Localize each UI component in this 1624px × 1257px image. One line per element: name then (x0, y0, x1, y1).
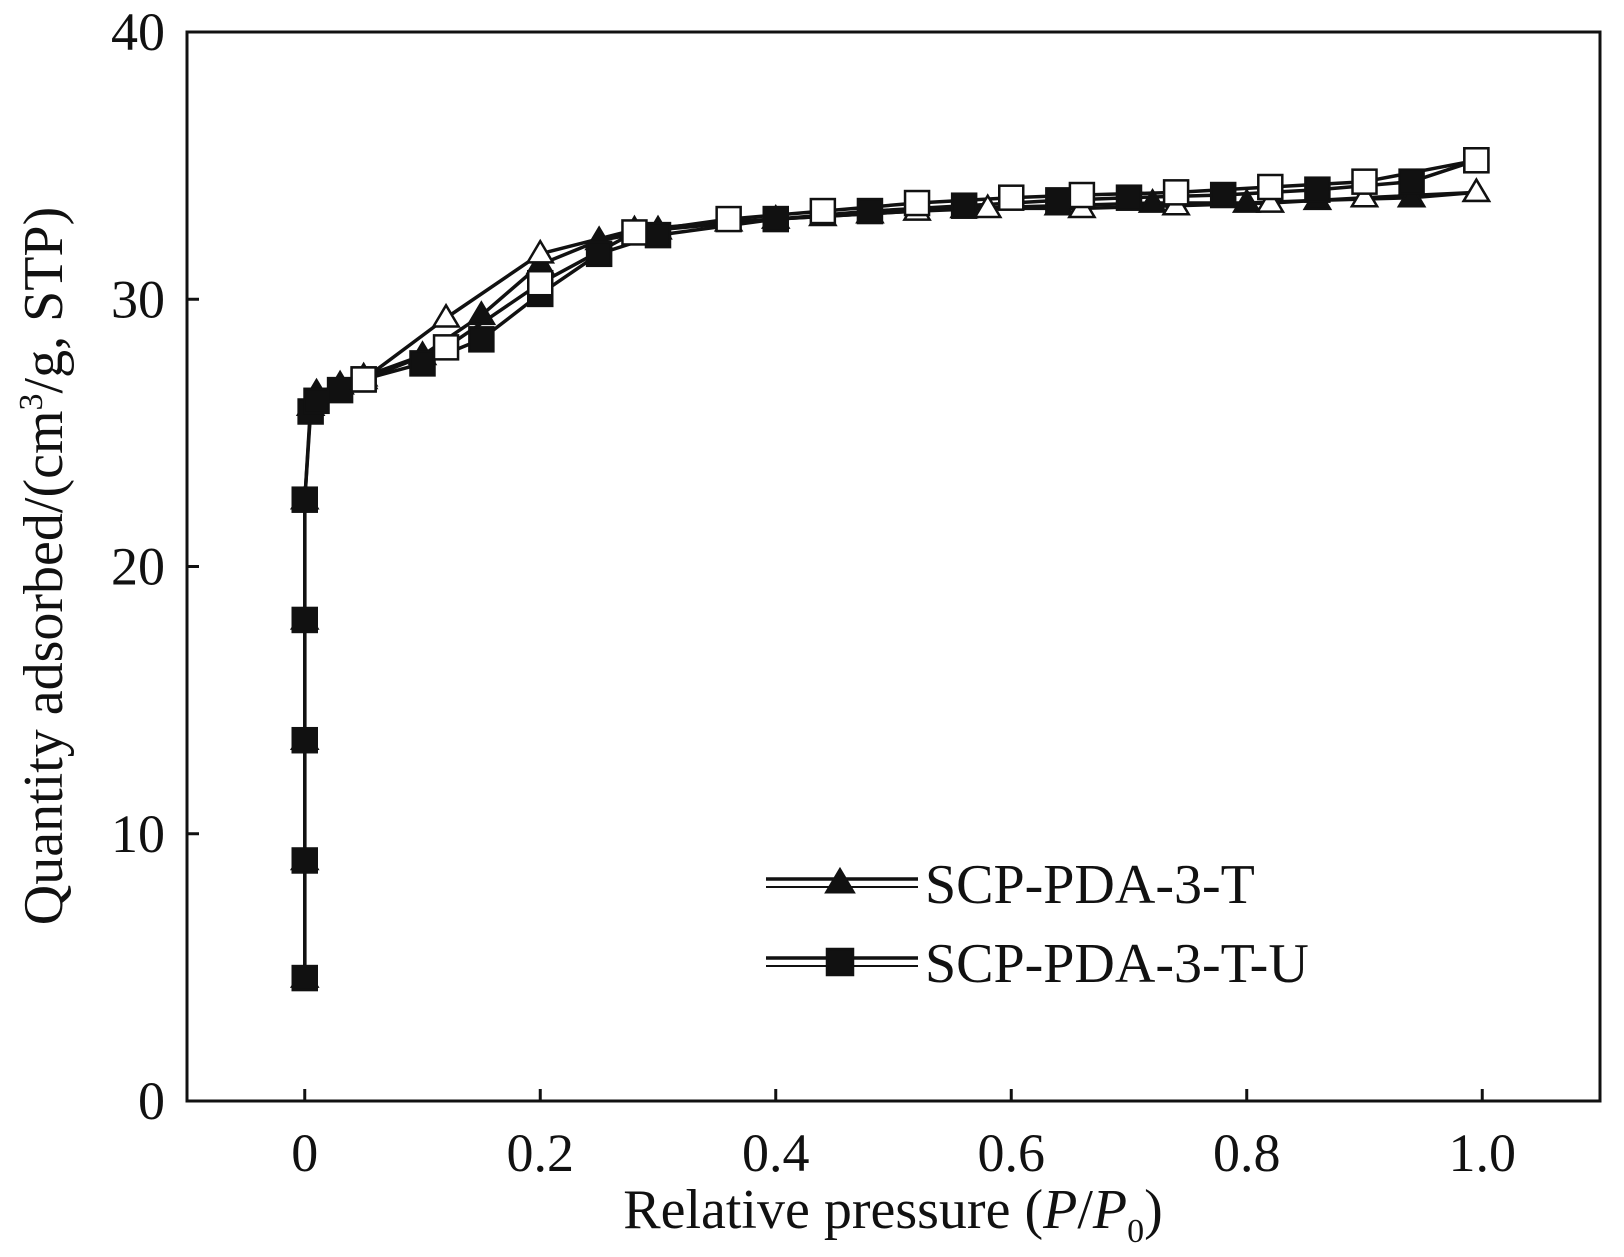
data-point-square (998, 184, 1025, 211)
x-tick-label: 0.4 (742, 1123, 810, 1183)
plot-frame (185, 30, 1602, 1103)
data-point-square (291, 726, 318, 754)
data-point-square (621, 219, 648, 246)
data-point-triangle (1137, 187, 1168, 213)
x-tick-label: 0.2 (507, 1123, 575, 1183)
x-tick-label: 0.6 (978, 1123, 1046, 1183)
data-point-triangle (1349, 182, 1380, 208)
data-point-square (432, 334, 460, 361)
data-point-triangle (466, 300, 497, 326)
axis-layer: 0 0.2 0.4 0.6 0.8 1.0 0 10 20 30 40 (111, 2, 1516, 1183)
y-tick-label: 10 (111, 804, 165, 864)
data-point-triangle (431, 302, 461, 328)
data-point-square (903, 189, 931, 217)
y-tick-label: 30 (111, 269, 165, 329)
data-point-square (1463, 147, 1490, 174)
data-point-square (762, 205, 789, 233)
data-point-square (715, 205, 742, 233)
data-point-square (291, 486, 318, 513)
data-point-triangle (1396, 182, 1427, 208)
data-point-square (1257, 173, 1284, 201)
data-point-square (1068, 181, 1096, 209)
data-point-square (291, 606, 318, 634)
data-point-square (809, 197, 837, 225)
data-point-square (644, 221, 672, 249)
data-point-square (1209, 181, 1237, 209)
data-point-triangle (972, 193, 1003, 219)
data-point-square (326, 376, 354, 404)
legend-item: SCP-PDA-3-T (766, 854, 1255, 916)
data-point-square (1398, 168, 1425, 195)
data-point-square (1304, 176, 1331, 203)
data-point-square (527, 269, 554, 297)
data-point-triangle (824, 866, 856, 894)
data-point-square (1162, 179, 1190, 206)
data-point-square (1115, 184, 1143, 211)
y-tick-label: 20 (111, 537, 165, 597)
data-point-square (1351, 168, 1378, 195)
legend: SCP-PDA-3-T SCP-PDA-3-T-U (766, 854, 1309, 995)
legend-label: SCP-PDA-3-T (925, 854, 1255, 916)
data-point-triangle (1231, 187, 1262, 213)
series-layer (289, 147, 1492, 992)
data-point-triangle (1255, 187, 1286, 213)
data-point-square (1045, 187, 1072, 214)
data-point-square (950, 192, 978, 219)
y-tick-label: 40 (111, 2, 165, 62)
x-tick-label: 0 (291, 1123, 318, 1183)
data-point-square (350, 366, 377, 393)
data-point-square (468, 326, 495, 353)
data-point-square (856, 197, 884, 225)
series-line (303, 158, 1477, 979)
x-tick-label: 1.0 (1449, 1123, 1517, 1183)
legend-item: SCP-PDA-3-T-U (766, 933, 1309, 995)
data-point-square (409, 350, 436, 377)
x-tick-label: 0.8 (1213, 1123, 1281, 1183)
data-point-triangle (525, 238, 556, 264)
x-axis-title: Relative pressure (P/P0) (623, 1179, 1163, 1250)
data-point-square (291, 964, 318, 992)
data-point-square (825, 947, 855, 977)
data-point-square (303, 387, 330, 415)
legend-label: SCP-PDA-3-T-U (925, 933, 1309, 995)
y-axis-title: Quantity adsorbed/(cm3/g, STP) (13, 207, 75, 925)
data-point-square (291, 847, 318, 874)
data-point-triangle (1461, 177, 1492, 203)
data-point-square (585, 240, 613, 268)
y-tick-label: 0 (138, 1071, 165, 1131)
